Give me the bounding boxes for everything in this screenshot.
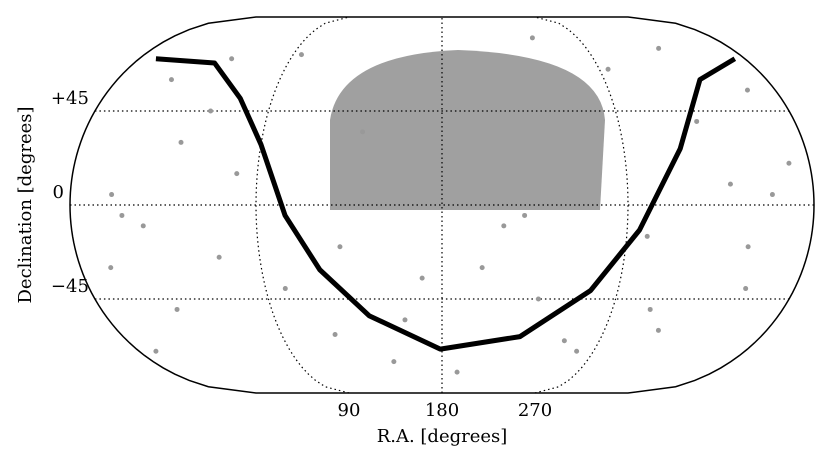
data-point [655, 327, 661, 333]
data-point [337, 244, 343, 250]
x-tick-label: 180 [425, 400, 459, 421]
data-point [109, 192, 115, 198]
data-point [786, 160, 792, 166]
data-point [153, 348, 159, 354]
data-point [391, 359, 397, 365]
data-point [727, 181, 733, 187]
data-point [208, 108, 214, 114]
data-point [479, 265, 485, 271]
data-point [605, 66, 611, 72]
data-point [419, 275, 425, 281]
x-tick-label: 270 [518, 400, 552, 421]
data-point [535, 296, 541, 302]
data-point [694, 118, 700, 124]
data-point [168, 77, 174, 83]
data-point [454, 369, 460, 375]
data-point [360, 129, 366, 135]
data-point [644, 233, 650, 239]
y-tick-label: +45 [51, 88, 89, 109]
data-point [298, 52, 304, 58]
data-point [647, 306, 653, 312]
data-point [769, 192, 775, 198]
data-point [402, 317, 408, 323]
data-point [216, 254, 222, 260]
data-point [140, 223, 146, 229]
y-axis-label: Declination [degrees] [15, 106, 36, 303]
x-axis-label: R.A. [degrees] [377, 426, 508, 447]
data-point [108, 265, 114, 271]
y-tick-label: −45 [51, 276, 89, 297]
data-point [574, 348, 580, 354]
data-point [332, 332, 338, 338]
data-point [119, 212, 125, 218]
dense-region [330, 50, 605, 210]
data-point [529, 35, 535, 41]
data-point [743, 286, 749, 292]
data-point [561, 338, 567, 344]
data-point [745, 244, 751, 250]
data-point [656, 45, 662, 51]
data-point [501, 223, 507, 229]
data-point [229, 56, 235, 62]
data-point [744, 87, 750, 93]
map-boundary [69, 16, 815, 394]
data-point [282, 286, 288, 292]
data-point [234, 171, 240, 177]
data-point [174, 306, 180, 312]
y-tick-label: 0 [53, 182, 64, 203]
x-tick-label: 90 [338, 400, 361, 421]
data-point [178, 139, 184, 145]
data-point [522, 212, 528, 218]
curve-line [155, 56, 737, 352]
